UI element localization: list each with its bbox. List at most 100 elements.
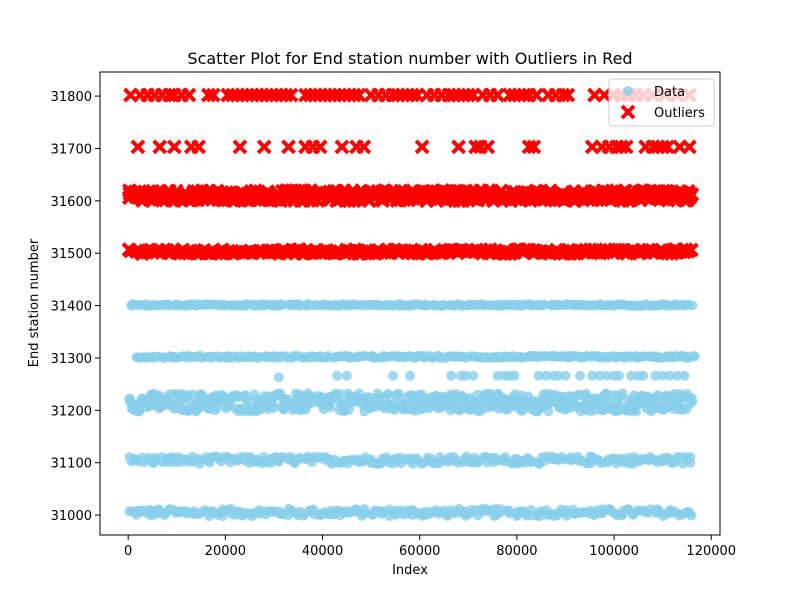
- outlier-point: [232, 139, 248, 155]
- outlier-point: [660, 139, 675, 155]
- data-point: [688, 351, 698, 362]
- outlier-point: [655, 139, 671, 155]
- outlier-point: [205, 87, 221, 103]
- data-point: [685, 452, 696, 463]
- y-axis-label: End station number: [27, 238, 42, 367]
- data-point: [273, 372, 284, 383]
- outlier-point: [490, 87, 505, 103]
- outlier-point: [334, 139, 350, 155]
- outlier-point: [191, 139, 207, 155]
- x-tick-label: 40000: [302, 544, 343, 559]
- outlier-point: [680, 243, 696, 259]
- outlier-point: [414, 139, 430, 155]
- data-point: [460, 370, 471, 381]
- data-point: [388, 370, 398, 381]
- data-point: [672, 370, 683, 381]
- outlier-point: [405, 87, 420, 103]
- x-tick-label: 80000: [496, 544, 537, 559]
- plot-area: [121, 87, 700, 522]
- data-point: [446, 370, 457, 381]
- x-tick-label: 120000: [686, 544, 736, 559]
- outlier-point: [162, 87, 177, 103]
- outlier-point: [281, 139, 296, 155]
- outlier-point: [618, 139, 634, 155]
- data-point: [684, 507, 695, 518]
- data-point: [293, 299, 304, 310]
- data-point: [492, 370, 503, 381]
- data-point: [509, 370, 520, 381]
- data-point: [657, 370, 668, 381]
- data-point: [594, 370, 605, 381]
- outlier-point: [684, 187, 700, 202]
- outlier-point: [200, 87, 216, 103]
- outlier-point: [166, 139, 182, 155]
- y-tick-label: 31100: [51, 457, 92, 472]
- data-point: [308, 504, 319, 515]
- data-point: [503, 505, 514, 516]
- y-tick-label: 31700: [51, 142, 92, 157]
- data-point: [683, 299, 694, 310]
- data-point: [575, 370, 586, 381]
- x-tick-label: 0: [124, 544, 132, 559]
- data-point: [468, 370, 479, 381]
- data-point: [631, 406, 641, 417]
- x-tick-label: 100000: [589, 544, 639, 559]
- data-point: [253, 352, 264, 363]
- y-tick-label: 31300: [51, 352, 92, 367]
- outlier-point: [468, 139, 484, 155]
- data-point: [613, 370, 624, 381]
- plot-frame: [99, 71, 721, 536]
- data-point: [533, 370, 544, 381]
- data-point: [194, 458, 205, 469]
- data-point: [132, 405, 143, 416]
- outlier-point: [516, 87, 532, 103]
- data-point: [325, 402, 336, 413]
- outlier-point: [256, 139, 272, 155]
- outlier-point: [278, 87, 294, 103]
- y-tick-label: 31000: [51, 509, 92, 524]
- chart-title: Scatter Plot for End station number with…: [187, 49, 632, 68]
- legend-label-data: Data: [654, 85, 685, 100]
- y-tick-label: 31600: [51, 195, 92, 210]
- outlier-point: [356, 139, 372, 155]
- data-point: [543, 406, 554, 417]
- y-axis: 31000 31100 31200 31300 31400 31500 31600 31700…: [51, 90, 100, 524]
- outlier-point: [152, 139, 168, 155]
- data-point: [679, 370, 690, 381]
- data-point: [276, 299, 287, 310]
- outlier-point: [346, 87, 362, 103]
- outlier-point: [460, 87, 476, 103]
- data-point: [341, 370, 352, 381]
- data-point: [617, 388, 628, 399]
- data-point: [638, 370, 649, 381]
- outlier-point: [681, 139, 697, 155]
- outlier-point: [480, 139, 496, 155]
- data-point: [382, 389, 393, 400]
- x-tick-label: 60000: [399, 544, 440, 559]
- data-point: [553, 370, 564, 381]
- x-tick-label: 20000: [205, 544, 246, 559]
- outlier-point: [526, 139, 542, 155]
- data-point: [526, 505, 536, 515]
- data-point: [587, 370, 598, 381]
- outlier-point: [283, 87, 299, 103]
- outlier-point: [560, 87, 576, 103]
- y-tick-label: 31800: [51, 90, 92, 105]
- data-point: [561, 510, 572, 521]
- outlier-point: [312, 139, 328, 155]
- y-tick-label: 31200: [51, 404, 92, 419]
- outlier-point: [451, 139, 467, 155]
- y-tick-label: 31400: [51, 300, 92, 315]
- data-point: [665, 370, 675, 381]
- data-point: [539, 299, 549, 310]
- legend-box: [608, 78, 715, 127]
- legend-marker-outliers: [620, 104, 636, 120]
- legend-marker-data: [623, 86, 633, 96]
- data-point: [661, 393, 672, 403]
- data-point: [685, 398, 696, 409]
- legend: Data Outliers: [608, 78, 715, 127]
- data-point: [541, 370, 552, 381]
- outlier-point: [521, 139, 537, 155]
- data-point: [601, 370, 612, 381]
